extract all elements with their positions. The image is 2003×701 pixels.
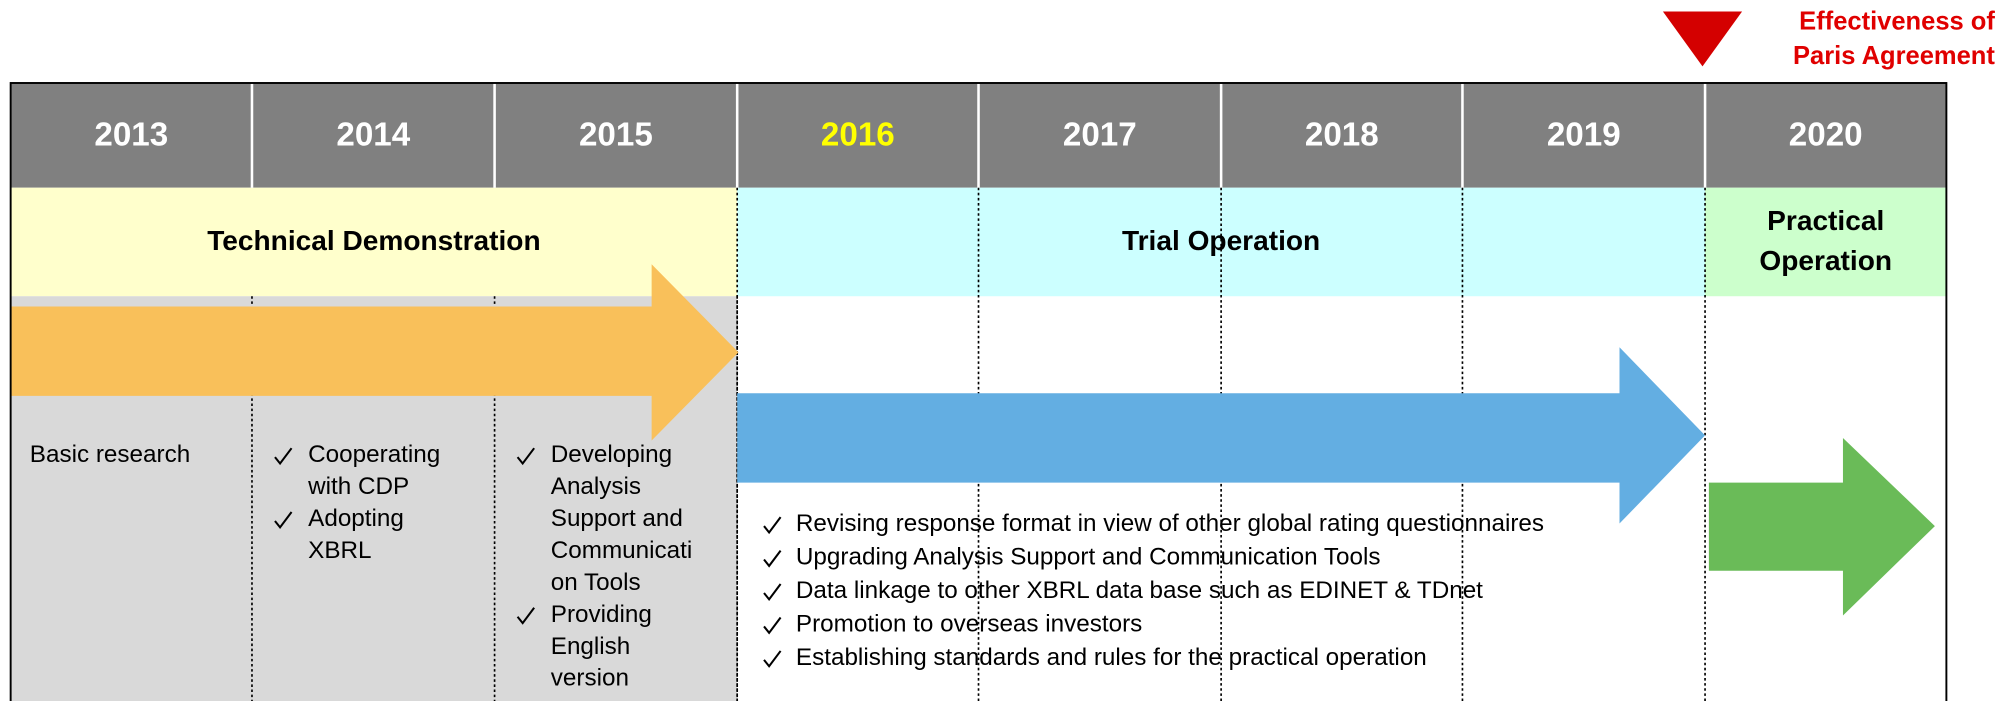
phase-bg xyxy=(10,187,738,297)
note-text: Promotion to overseas investors xyxy=(796,611,1142,638)
phase-bg xyxy=(737,187,1706,297)
year-label: 2014 xyxy=(336,116,410,153)
note-text: Upgrading Analysis Support and Communica… xyxy=(796,544,1381,571)
year-label: 2019 xyxy=(1547,116,1621,153)
table-border xyxy=(9,82,1948,701)
year-label: 2015 xyxy=(579,116,653,153)
note-text: with CDP xyxy=(307,473,409,500)
phase-label: Operation xyxy=(1759,245,1892,276)
arrow xyxy=(1708,437,1935,616)
milestone-marker xyxy=(1662,11,1743,67)
phase-bg xyxy=(1705,187,1947,297)
check-icon xyxy=(274,511,293,530)
year-label: 2013 xyxy=(94,116,168,153)
note-text: Revising response format in view of othe… xyxy=(796,510,1544,537)
year-label: 2016 xyxy=(821,116,895,153)
note-text: version xyxy=(551,665,629,692)
year-label: 2017 xyxy=(1063,116,1137,153)
note-text: on Tools xyxy=(551,569,641,596)
note-text: Establishing standards and rules for the… xyxy=(796,644,1427,671)
note-text: Analysis xyxy=(551,473,641,500)
note-text: Basic research xyxy=(30,441,190,468)
milestone-label: Effectiveness of xyxy=(1799,8,1995,36)
arrow xyxy=(10,264,739,441)
note-text: Communicati xyxy=(551,537,693,564)
check-icon xyxy=(763,650,782,668)
note-text: Developing xyxy=(551,441,672,468)
year-label: 2018 xyxy=(1305,116,1379,153)
check-icon xyxy=(763,583,782,602)
year-label: 2020 xyxy=(1789,116,1863,153)
milestone-label: Paris Agreement xyxy=(1793,42,1995,70)
phase-label: Practical xyxy=(1767,205,1884,236)
check-icon xyxy=(763,549,782,568)
phase-label: Technical Demonstration xyxy=(207,225,540,256)
check-icon xyxy=(516,607,535,625)
phase-label: Trial Operation xyxy=(1122,225,1320,256)
note-text: Adopting xyxy=(308,505,404,532)
check-icon xyxy=(763,616,782,635)
check-icon xyxy=(763,516,782,535)
check-icon xyxy=(274,447,293,466)
note-text: Providing xyxy=(551,601,652,628)
check-icon xyxy=(516,447,535,466)
note-text: Cooperating xyxy=(308,441,440,468)
note-text: Data linkage to other XBRL data base suc… xyxy=(796,577,1483,604)
note-text: Support and xyxy=(551,505,683,532)
arrow xyxy=(737,347,1706,524)
note-text: XBRL xyxy=(308,537,371,564)
note-text: English xyxy=(551,633,631,660)
